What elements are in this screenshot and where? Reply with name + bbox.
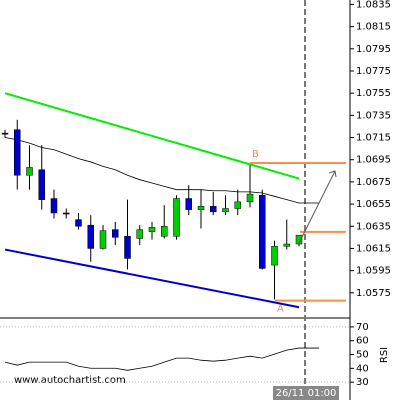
candle-body — [246, 193, 254, 203]
y-tick-label: 1.0575 — [356, 288, 391, 299]
watermark: www.autochartist.com — [14, 375, 126, 386]
candle-body — [26, 167, 33, 176]
candle-body — [197, 206, 205, 210]
candle-body — [99, 230, 107, 249]
candle-body — [136, 229, 143, 239]
forecast-arrow — [298, 170, 337, 244]
candle-body — [50, 198, 58, 214]
y-tick-label: 30 — [356, 377, 369, 388]
candle-body — [38, 169, 45, 200]
candle-body — [87, 224, 94, 249]
y-tick-label: 1.0595 — [356, 266, 391, 277]
y-tick-label: 1.0615 — [356, 243, 391, 254]
candle-body — [185, 198, 192, 210]
candle-body — [173, 198, 180, 237]
level-label: A — [277, 304, 284, 315]
level-label: B — [252, 149, 259, 160]
y-tick-label: 1.0755 — [356, 88, 391, 99]
candle-body — [283, 243, 290, 247]
candle-body — [63, 212, 70, 215]
y-tick-label: 1.0635 — [356, 221, 391, 232]
y-tick-label: 1.0695 — [356, 155, 391, 166]
y-tick-label: 1.0815 — [356, 22, 391, 33]
candle-body — [148, 227, 156, 233]
trend-line — [4, 92, 300, 180]
candle-body — [14, 129, 21, 176]
y-tick-label: 50 — [356, 350, 369, 361]
candle-body — [75, 219, 82, 227]
candle-body — [259, 194, 266, 269]
candle-body — [210, 206, 217, 213]
y-tick-label: 1.0675 — [356, 177, 391, 188]
candle-body — [271, 245, 278, 266]
time-label: 26/11 01:00 — [276, 388, 337, 399]
y-tick-label: 60 — [356, 336, 369, 347]
candle-body — [295, 234, 303, 245]
rsi-title: RSI — [379, 347, 390, 363]
candle-body — [161, 226, 168, 237]
y-tick-label: 1.0835 — [356, 0, 391, 10]
candle-body — [112, 229, 119, 238]
candle-body — [222, 208, 229, 213]
rsi-line — [4, 347, 319, 371]
trend-line — [4, 248, 300, 309]
candle-body — [124, 236, 131, 259]
y-tick-label: 40 — [356, 363, 369, 374]
y-tick-label: 1.0655 — [356, 199, 391, 210]
moving-average — [4, 137, 319, 204]
y-tick-label: 70 — [356, 322, 369, 333]
y-tick-label: 1.0775 — [356, 66, 391, 77]
y-tick-label: 1.0735 — [356, 110, 391, 121]
candle-body — [234, 201, 241, 209]
y-tick-label: 1.0795 — [356, 44, 391, 55]
time-label-box — [273, 386, 339, 400]
candle-body — [1, 132, 9, 135]
y-tick-label: 1.0715 — [356, 133, 391, 144]
